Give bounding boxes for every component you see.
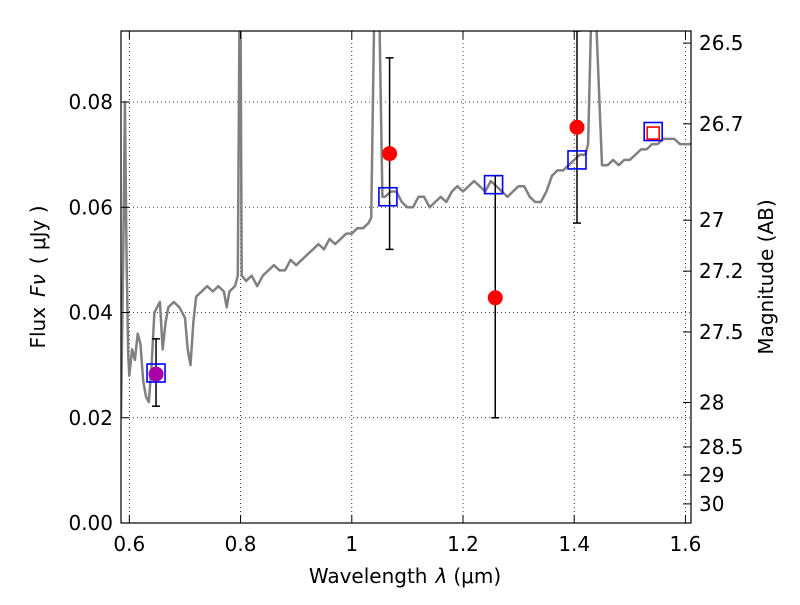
square-marker — [378, 186, 398, 207]
magnitude-tick-label: 30 — [699, 492, 724, 516]
y-tick-label: 0.08 — [68, 90, 113, 114]
y-tick-label: 0.04 — [68, 301, 113, 325]
y-axis-label: FluxFν( μJy ) — [26, 205, 50, 348]
axis-ticks: 0.6 0.8 1 1.2 1.4 1.6 0.00 0.02 0.04 0.06 0.08 26.5… — [68, 31, 744, 556]
x-tick-label: 1.4 — [558, 532, 590, 556]
x-tick-label: 1.2 — [447, 532, 479, 556]
grid — [121, 31, 691, 524]
magnitude-tick-label: 28.5 — [699, 435, 744, 459]
y-tick-label: 0.02 — [68, 406, 113, 430]
y-tick-label: 0.00 — [68, 511, 113, 535]
series-layer — [121, 31, 691, 419]
data-point — [487, 290, 503, 306]
square-marker — [483, 174, 504, 195]
magnitude-tick-label: 27.2 — [699, 259, 744, 283]
square-marker — [643, 121, 663, 142]
square-marker — [146, 363, 166, 383]
x-tick-label: 0.6 — [113, 532, 145, 556]
spectrum-line — [121, 31, 691, 418]
magnitude-tick-label: 27 — [699, 208, 724, 232]
magnitude-tick-label: 26.7 — [699, 112, 744, 136]
data-point — [148, 366, 164, 382]
y-tick-label: 0.06 — [68, 195, 113, 219]
magnitude-tick-label: 28 — [699, 390, 724, 414]
magnitude-tick-label: 27.5 — [699, 320, 744, 344]
x-tick-label: 0.8 — [225, 532, 257, 556]
data-point — [382, 146, 398, 162]
y2-axis-label: Magnitude (AB) — [754, 199, 778, 354]
x-tick-label: 1 — [345, 532, 358, 556]
square-marker — [567, 150, 587, 170]
x-axis-label: Wavelength λ (μm) — [309, 564, 501, 588]
square-marker — [646, 126, 660, 140]
plot-frame — [120, 30, 692, 524]
x-tick-label: 1.6 — [670, 532, 702, 556]
magnitude-tick-label: 26.5 — [699, 31, 744, 55]
magnitude-tick-label: 29 — [699, 463, 724, 487]
data-point — [569, 119, 585, 135]
